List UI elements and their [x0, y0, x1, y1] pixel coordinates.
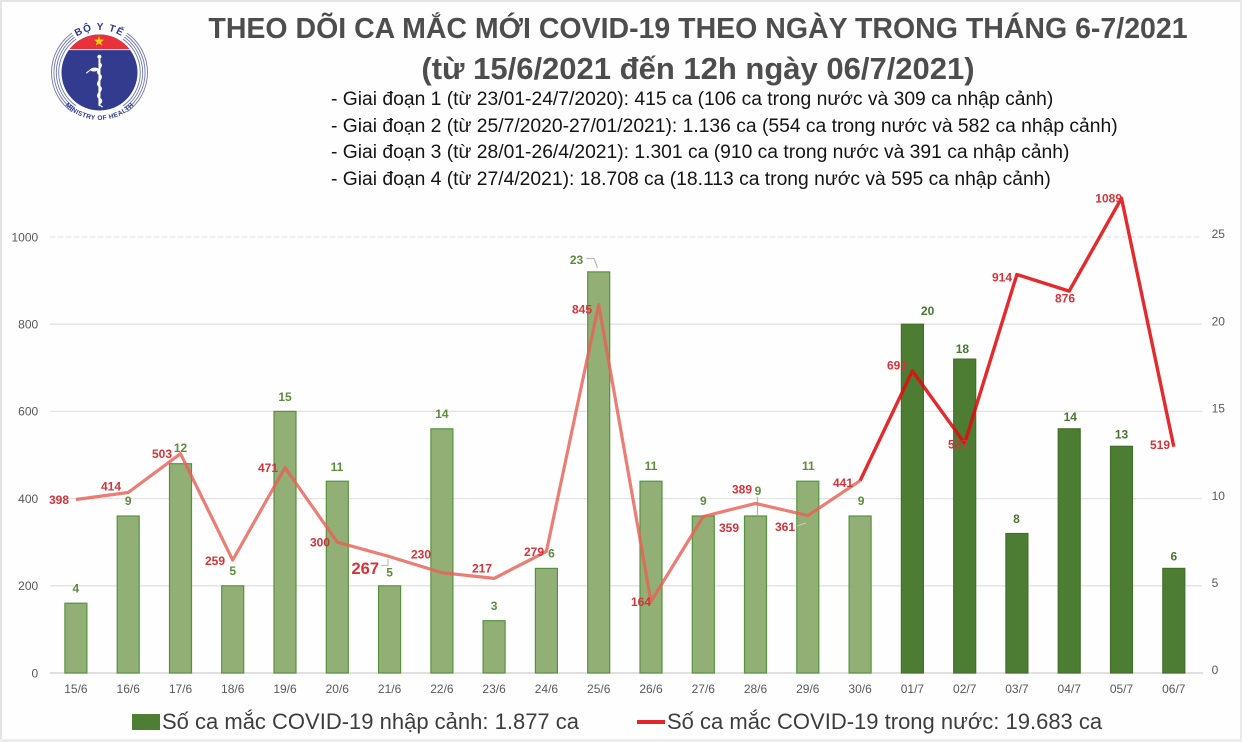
svg-text:0: 0: [32, 666, 39, 680]
svg-text:164: 164: [631, 595, 651, 609]
svg-text:14: 14: [435, 407, 449, 421]
svg-text:12: 12: [174, 441, 188, 455]
svg-text:21/6: 21/6: [378, 682, 402, 696]
svg-text:1000: 1000: [11, 230, 38, 244]
svg-text:10: 10: [1212, 489, 1226, 503]
svg-text:13: 13: [1115, 428, 1129, 442]
svg-text:25/6: 25/6: [587, 682, 611, 696]
svg-text:20/6: 20/6: [326, 682, 350, 696]
svg-text:4: 4: [73, 582, 80, 596]
svg-text:441: 441: [833, 476, 853, 490]
svg-text:04/7: 04/7: [1058, 682, 1082, 696]
svg-text:20: 20: [1212, 314, 1226, 328]
svg-text:19/6: 19/6: [273, 682, 297, 696]
svg-text:27/6: 27/6: [692, 682, 716, 696]
svg-text:14: 14: [1064, 410, 1078, 424]
svg-text:26/6: 26/6: [639, 682, 663, 696]
svg-text:359: 359: [719, 521, 739, 535]
svg-text:01/7: 01/7: [901, 682, 925, 696]
svg-text:15/6: 15/6: [64, 682, 88, 696]
svg-text:11: 11: [802, 459, 815, 473]
svg-text:300: 300: [310, 535, 330, 549]
svg-text:15: 15: [278, 390, 292, 404]
svg-text:519: 519: [1150, 438, 1170, 452]
svg-text:414: 414: [101, 479, 121, 493]
svg-text:9: 9: [700, 494, 707, 508]
svg-text:03/7: 03/7: [1005, 682, 1029, 696]
svg-text:845: 845: [572, 302, 592, 316]
svg-text:267: 267: [351, 560, 379, 578]
svg-text:279: 279: [524, 545, 544, 559]
svg-text:28/6: 28/6: [744, 682, 768, 696]
svg-text:06/7: 06/7: [1162, 682, 1186, 696]
svg-text:11: 11: [645, 459, 658, 473]
svg-text:20: 20: [921, 304, 935, 318]
svg-text:217: 217: [472, 561, 492, 575]
svg-text:5: 5: [229, 564, 236, 578]
svg-text:22/6: 22/6: [430, 682, 454, 696]
svg-text:800: 800: [18, 318, 38, 332]
svg-text:876: 876: [1055, 291, 1075, 305]
svg-text:BỘ Y TẾ: BỘ Y TẾ: [73, 22, 127, 39]
svg-text:400: 400: [18, 492, 38, 506]
svg-text:30/6: 30/6: [848, 682, 872, 696]
svg-text:23: 23: [570, 253, 584, 267]
svg-text:9: 9: [755, 484, 762, 498]
svg-text:9: 9: [125, 494, 132, 508]
svg-text:389: 389: [732, 482, 752, 496]
svg-text:5: 5: [1212, 576, 1219, 590]
svg-text:9: 9: [858, 494, 865, 508]
svg-text:16/6: 16/6: [117, 682, 141, 696]
svg-text:914: 914: [992, 270, 1012, 284]
svg-text:02/7: 02/7: [953, 682, 977, 696]
svg-text:8: 8: [1013, 512, 1020, 526]
svg-text:17/6: 17/6: [169, 682, 193, 696]
svg-text:29/6: 29/6: [796, 682, 820, 696]
svg-text:503: 503: [152, 447, 172, 461]
svg-text:18: 18: [956, 342, 970, 356]
svg-text:6: 6: [548, 547, 555, 561]
svg-text:11: 11: [331, 460, 344, 474]
svg-text:23/6: 23/6: [482, 682, 506, 696]
svg-text:1089: 1089: [1095, 191, 1122, 205]
svg-text:0: 0: [1212, 663, 1219, 677]
svg-text:398: 398: [49, 493, 69, 507]
svg-text:5: 5: [386, 566, 393, 580]
svg-text:3: 3: [491, 599, 498, 613]
svg-text:471: 471: [258, 461, 278, 475]
svg-text:24/6: 24/6: [535, 682, 559, 696]
svg-text:18/6: 18/6: [221, 682, 245, 696]
svg-text:693: 693: [887, 358, 907, 372]
svg-text:6: 6: [1170, 550, 1177, 564]
svg-text:200: 200: [18, 579, 38, 593]
svg-text:15: 15: [1212, 402, 1226, 416]
svg-text:527: 527: [948, 437, 968, 451]
svg-text:25: 25: [1212, 227, 1226, 241]
svg-text:259: 259: [205, 554, 225, 568]
svg-text:361: 361: [775, 520, 795, 534]
svg-text:05/7: 05/7: [1110, 682, 1134, 696]
svg-text:230: 230: [411, 547, 431, 561]
svg-text:600: 600: [18, 405, 38, 419]
